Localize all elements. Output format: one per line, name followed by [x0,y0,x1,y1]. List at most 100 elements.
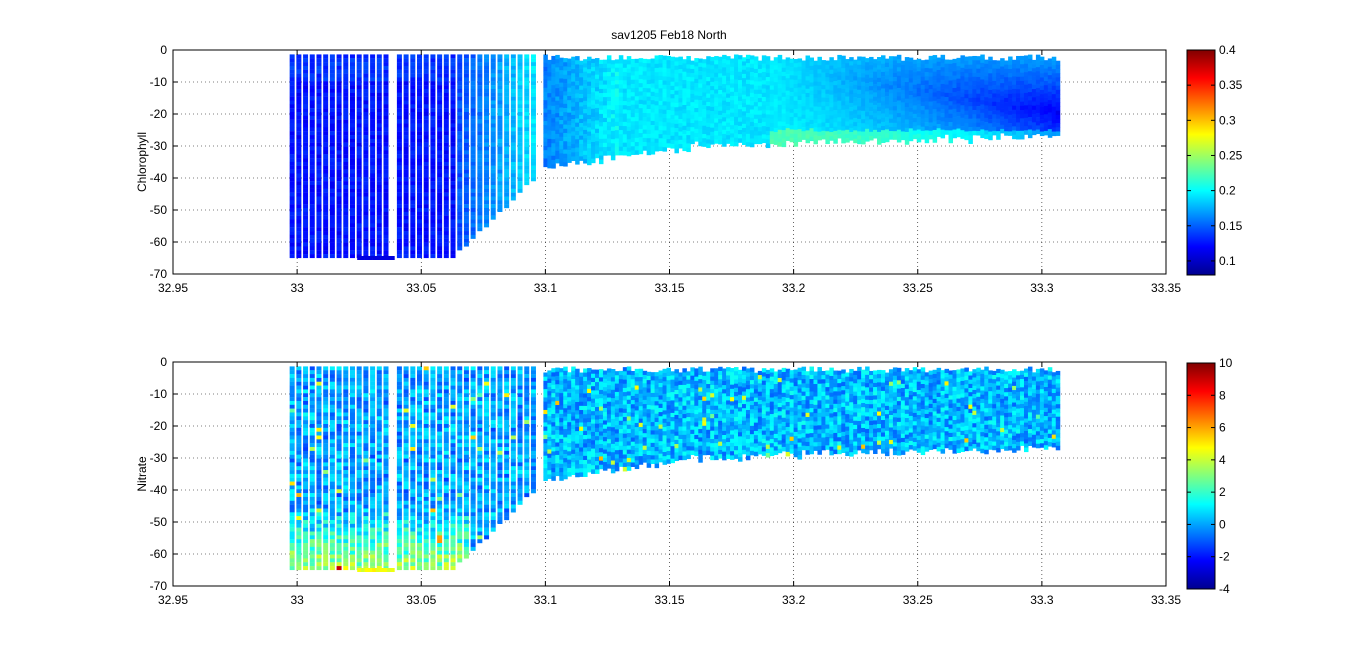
data-point [674,61,679,66]
data-point [484,170,489,174]
data-point [726,64,731,69]
data-point [893,65,898,70]
data-point [1032,122,1037,127]
data-point [477,62,482,66]
data-point [1032,114,1037,119]
data-point [686,114,691,119]
data-point [316,131,321,135]
data-point [670,102,675,107]
data-point [567,96,572,101]
data-point [845,72,850,77]
data-point [310,428,315,432]
data-point [722,101,727,106]
data-point [690,135,695,140]
data-point [290,558,295,562]
data-point [607,109,612,114]
data-point [651,146,656,151]
data-point [829,120,834,125]
data-point [694,91,699,96]
data-point [296,120,301,124]
data-point [960,126,965,131]
data-point [471,231,476,235]
data-point [678,144,683,149]
data-point [933,105,938,110]
data-point [430,227,435,231]
data-point [786,99,791,104]
data-point [647,101,652,106]
data-point [484,212,489,216]
data-point [543,84,548,89]
data-point [674,132,679,137]
data-point [1044,102,1049,107]
data-point [603,60,608,65]
data-point [370,85,375,89]
data-point [865,75,870,80]
data-point [754,106,759,111]
data-point [794,88,799,93]
data-point [451,112,456,116]
data-point [897,84,902,89]
data-point [343,112,348,116]
data-point [901,123,906,128]
data-point [877,124,882,129]
data-point [682,117,687,122]
data-point [567,129,572,134]
data-point [464,89,469,93]
data-point [484,81,489,85]
data-point [464,216,469,220]
data-point [901,98,906,103]
data-point [833,123,838,128]
data-point [682,105,687,110]
data-point [303,254,308,258]
data-point [464,112,469,116]
data-point [643,75,648,80]
data-point [615,113,620,118]
data-point [738,105,743,110]
data-point [555,159,560,164]
data-point [350,147,355,151]
data-point [531,85,536,89]
data-point [607,89,612,94]
data-point [1044,110,1049,115]
data-point [599,68,604,73]
data-point [782,64,787,69]
data-point [491,181,496,185]
data-point [555,155,560,160]
data-point [404,97,409,101]
data-point [829,132,834,137]
data-point [806,56,811,61]
data-point [363,93,368,97]
data-point [417,135,422,139]
data-point [694,71,699,76]
data-point [941,67,946,72]
data-point [631,142,636,147]
data-point [567,133,572,138]
data-point [746,105,751,110]
data-point [1012,76,1017,81]
data-point [363,173,368,177]
data-point [350,193,355,197]
data-point [770,131,775,136]
data-point [303,451,308,455]
data-point [303,412,308,416]
data-point [330,116,335,120]
data-point [497,154,502,158]
data-point [357,89,362,93]
data-point [484,177,489,181]
data-point [296,93,301,97]
data-point [996,73,1001,78]
data-point [477,131,482,135]
data-point [627,152,632,157]
data-point [571,152,576,157]
data-point [404,162,409,166]
data-point [444,124,449,128]
data-point [956,66,961,71]
data-point [857,131,862,136]
data-point [615,138,620,143]
data-point [937,120,942,125]
data-point [865,112,870,117]
data-point [615,97,620,102]
data-point [323,112,328,116]
data-point [702,105,707,110]
data-point [623,89,628,94]
